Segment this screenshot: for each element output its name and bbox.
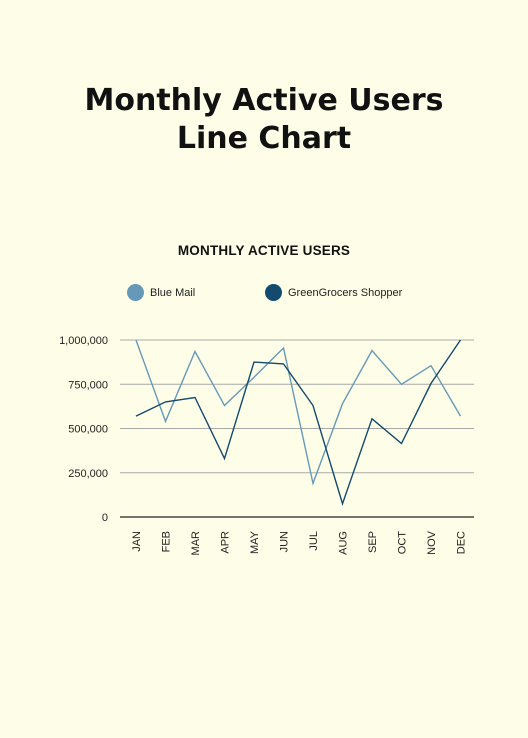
page-title-line-1: Monthly Active Users [84, 83, 444, 118]
chart-title: MONTHLY ACTIVE USERS [177, 243, 351, 258]
y-tick-label: 750,000 [68, 379, 108, 391]
y-tick-label: 500,000 [68, 424, 108, 436]
x-tick-label: JUN [279, 531, 291, 552]
x-tick-label: SEP [367, 531, 379, 553]
x-tick-label: NOV [426, 530, 438, 555]
legend-item-greengrocers: GreenGrocers Shopper [265, 284, 402, 301]
series-line-greengrocers [135, 339, 462, 506]
legend-dot-greengrocers [265, 284, 282, 301]
x-tick-label: OCT [397, 531, 409, 555]
x-tick-label: MAY [249, 530, 261, 554]
x-tick-label: JAN [131, 531, 143, 552]
x-tick-label: FEB [161, 531, 173, 552]
x-tick-label: JUL [308, 531, 320, 551]
y-tick-label: 250,000 [68, 468, 108, 480]
page-title: Monthly Active Users Line Chart [0, 82, 528, 158]
y-tick-label: 1,000,000 [59, 335, 108, 347]
legend-item-blue-mail: Blue Mail [127, 284, 195, 301]
x-tick-label: DEC [456, 531, 468, 554]
y-tick-label: 0 [102, 512, 108, 524]
legend-dot-blue-mail [127, 284, 144, 301]
page-title-line-2: Line Chart [176, 121, 352, 156]
series-line-blue-mail [135, 339, 462, 486]
x-tick-label: MAR [190, 531, 202, 556]
legend-label-greengrocers: GreenGrocers Shopper [288, 286, 403, 299]
x-tick-label: AUG [338, 531, 350, 555]
legend-label-blue-mail: Blue Mail [150, 286, 196, 299]
x-tick-label: APR [220, 531, 232, 554]
